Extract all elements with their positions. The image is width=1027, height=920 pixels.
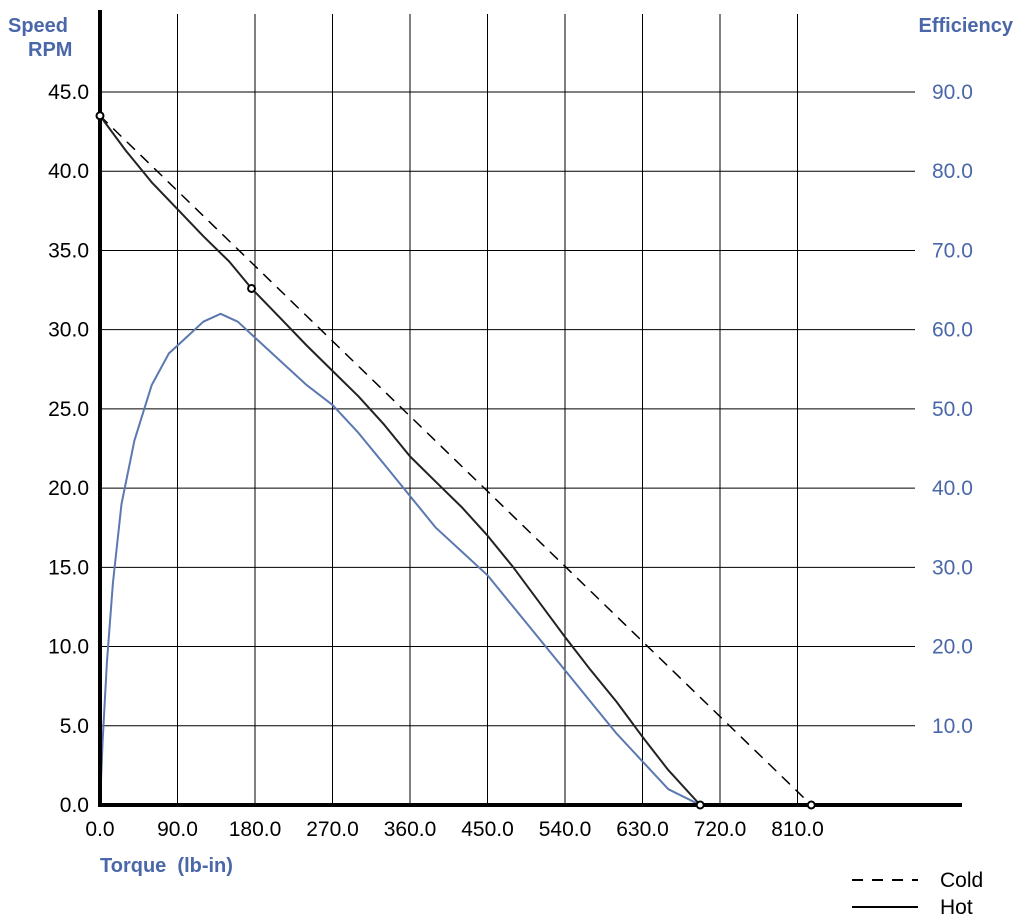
y-left-tick-label: 0.0 [60,794,89,817]
y-left-tick-label: 25.0 [48,398,89,421]
data-point-marker [247,283,257,293]
y-right-tick-label: 90.0 [932,81,973,104]
series-cold-line [99,115,813,806]
y-left-tick-label: 5.0 [60,715,89,738]
legend: Cold Hot [852,869,983,919]
x-axis-title: Torque (lb-in) [100,855,233,877]
y-right-tick-label: 20.0 [932,636,973,659]
legend-cold-label: Cold [940,869,983,892]
y-right-tick-label: 30.0 [932,556,973,579]
y-right-tick-label: 10.0 [932,715,973,738]
y-left-tick-label: 10.0 [48,636,89,659]
x-tick-label: 810.0 [771,818,824,841]
y-left-tick-label: 35.0 [48,239,89,262]
x-tick-label: 360.0 [384,818,437,841]
x-tick-label: 270.0 [306,818,359,841]
data-point-marker [806,800,816,810]
series-lines [99,114,813,806]
tick-labels: 0.0 90.0 180.0 270.0 360.0 450.0 540.0 630.0 720… [48,81,973,841]
series-hot-line [99,114,702,806]
data-point-marker [695,800,705,810]
y-right-tick-label: 70.0 [932,239,973,262]
y-left-tick-label: 45.0 [48,81,89,104]
x-tick-label: 0.0 [85,818,114,841]
data-point-marker [95,111,105,121]
y-left-tick-label: 20.0 [48,477,89,500]
x-tick-label: 450.0 [461,818,514,841]
y-right-tick-label: 40.0 [932,477,973,500]
y-left-tick-label: 30.0 [48,319,89,342]
series-efficiency-line [99,312,702,806]
x-tick-label: 630.0 [616,818,669,841]
y-left-tick-label: 40.0 [48,160,89,183]
x-tick-label: 90.0 [157,818,198,841]
y-left-axis-title-line1: Speed [8,15,68,37]
x-tick-label: 180.0 [229,818,282,841]
y-right-tick-label: 80.0 [932,160,973,183]
y-left-tick-label: 15.0 [48,556,89,579]
y-right-axis-title: Efficiency [919,15,1014,37]
x-tick-label: 540.0 [539,818,592,841]
legend-hot-label: Hot [940,896,973,919]
y-right-tick-label: 50.0 [932,398,973,421]
y-right-tick-label: 60.0 [932,319,973,342]
grid-lines [100,14,915,805]
y-left-axis-title-line2: RPM [28,39,72,61]
x-tick-label: 720.0 [694,818,747,841]
data-markers [95,111,816,810]
axes [98,10,962,807]
